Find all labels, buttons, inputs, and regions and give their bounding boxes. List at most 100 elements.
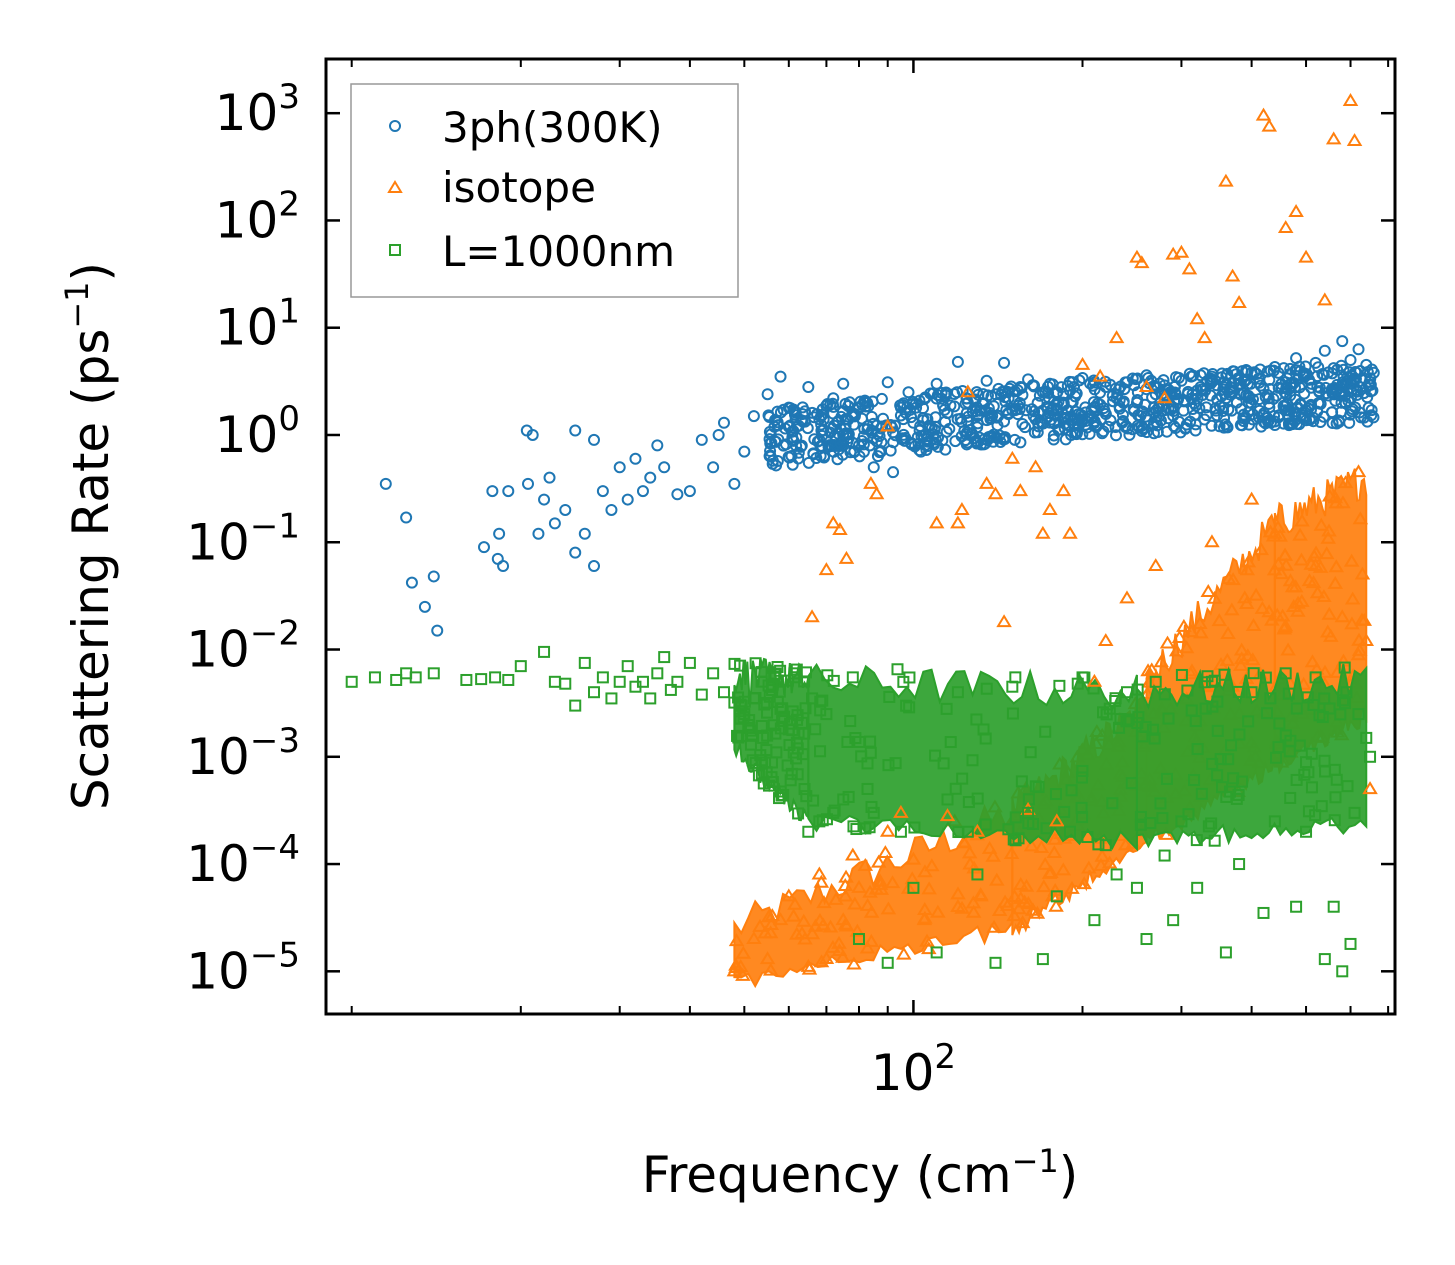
series-1-band-marker bbox=[1344, 591, 1361, 605]
series-1-point bbox=[996, 614, 1012, 628]
series-2-band-marker bbox=[1313, 709, 1326, 722]
series-1-band-marker bbox=[989, 872, 1005, 886]
series-2-band-marker bbox=[1040, 822, 1053, 835]
series-1-band-marker bbox=[804, 926, 821, 940]
series-1-band-marker bbox=[924, 858, 940, 872]
series-1-band-marker bbox=[1200, 584, 1217, 597]
series-0-point bbox=[1344, 354, 1357, 367]
series-0-cloud-marker bbox=[1242, 391, 1255, 404]
series-1-band-marker bbox=[965, 895, 982, 909]
series-0-cloud-marker bbox=[839, 397, 852, 410]
series-2-band-marker bbox=[900, 699, 913, 712]
series-1-point bbox=[1108, 330, 1125, 344]
series-2-band-marker bbox=[1284, 734, 1297, 747]
series-2-band-marker bbox=[1189, 715, 1202, 728]
series-0-cloud-marker bbox=[818, 450, 831, 463]
series-2-band-1 bbox=[807, 662, 1138, 852]
series-0-cloud-marker bbox=[782, 450, 795, 463]
series-1-band-marker bbox=[1076, 876, 1092, 890]
series-2-band-marker bbox=[1302, 805, 1315, 818]
series-0-cloud-marker bbox=[1168, 386, 1181, 399]
series-1-band-marker bbox=[859, 897, 876, 911]
series-2-band-marker bbox=[732, 731, 745, 744]
series-0-cloud-marker bbox=[1342, 395, 1355, 408]
series-2-band-marker bbox=[1100, 708, 1113, 721]
series-1-point bbox=[1189, 311, 1205, 325]
series-0-cloud-marker bbox=[1351, 388, 1364, 401]
series-2-point bbox=[1219, 946, 1232, 959]
y-tick-label: 101 bbox=[215, 292, 300, 357]
series-1-band-marker bbox=[1245, 618, 1262, 631]
series-0-cloud-marker bbox=[939, 389, 952, 402]
series-1-band-marker bbox=[1211, 613, 1228, 627]
series-2-band-marker bbox=[1208, 834, 1221, 847]
series-1-point bbox=[1325, 131, 1342, 145]
series-2-band-marker bbox=[744, 738, 757, 751]
series-0-cloud-marker bbox=[929, 433, 942, 446]
series-1-band-marker bbox=[930, 904, 946, 918]
series-1-band-marker bbox=[884, 875, 901, 889]
data-layer bbox=[345, 93, 1380, 989]
series-0-point bbox=[502, 485, 515, 498]
series-0-point bbox=[930, 377, 943, 390]
series-1-band-marker bbox=[986, 919, 1002, 933]
series-0-point bbox=[827, 392, 840, 405]
series-2-band-marker bbox=[1024, 746, 1037, 759]
series-0-cloud-marker bbox=[769, 414, 782, 427]
series-1-band-marker bbox=[752, 918, 768, 932]
series-1-band-marker bbox=[857, 857, 874, 871]
series-0-cloud-marker bbox=[1014, 436, 1027, 449]
series-0-point bbox=[658, 461, 671, 474]
series-2-band-marker bbox=[1282, 687, 1295, 700]
series-1-point bbox=[1035, 525, 1051, 539]
series-1-point bbox=[832, 522, 848, 536]
series-2-band-marker bbox=[1206, 757, 1219, 770]
series-1-band-marker bbox=[1313, 517, 1330, 531]
series-0-cloud-marker bbox=[826, 397, 839, 410]
series-0-cloud-marker bbox=[1335, 359, 1348, 372]
series-2-band-marker bbox=[1087, 682, 1100, 695]
series-2-point bbox=[514, 660, 527, 673]
series-0-cloud-marker bbox=[1307, 411, 1320, 424]
series-1-band-marker bbox=[1141, 674, 1157, 688]
series-0-cloud-marker bbox=[792, 446, 805, 459]
series-1-point bbox=[1027, 459, 1044, 473]
series-0-point bbox=[596, 485, 609, 498]
series-1-point bbox=[879, 823, 896, 837]
series-0-point bbox=[837, 377, 850, 390]
series-0-point bbox=[1050, 399, 1063, 412]
series-2-point bbox=[1120, 686, 1133, 699]
series-0-point bbox=[941, 407, 954, 420]
x-tick-label: 102 bbox=[871, 1037, 956, 1102]
series-0-point bbox=[588, 560, 601, 573]
series-0-cloud-marker bbox=[1213, 420, 1226, 433]
series-2-band-marker bbox=[1301, 691, 1314, 704]
series-1-band-marker bbox=[1168, 643, 1185, 657]
series-0-cloud-marker bbox=[1031, 426, 1044, 439]
series-1-points bbox=[726, 93, 1378, 977]
series-0-cloud-marker bbox=[1019, 421, 1032, 434]
series-1-band-marker bbox=[1046, 845, 1063, 859]
series-2-band-marker bbox=[1144, 817, 1157, 830]
series-1-band-marker bbox=[1292, 527, 1308, 541]
series-0-cloud-marker bbox=[981, 389, 994, 402]
series-0-point bbox=[717, 416, 730, 429]
series-0-cloud-marker bbox=[1194, 369, 1207, 382]
series-2-point bbox=[1191, 881, 1204, 894]
series-0-point bbox=[790, 420, 803, 433]
series-1-band-marker bbox=[1261, 604, 1277, 618]
series-2-band-marker bbox=[1015, 775, 1028, 788]
series-1-point bbox=[868, 486, 885, 500]
series-0-point bbox=[486, 485, 499, 498]
series-1-point bbox=[1346, 133, 1363, 147]
series-0-point bbox=[902, 386, 915, 399]
series-2-band-marker bbox=[1341, 780, 1354, 793]
series-1-band-marker bbox=[972, 887, 989, 901]
series-0-point bbox=[1029, 413, 1042, 426]
series-1-point bbox=[1062, 525, 1078, 539]
series-2-point bbox=[489, 671, 502, 684]
series-1-point bbox=[1134, 255, 1150, 269]
series-0-cloud-marker bbox=[1361, 415, 1374, 428]
legend-marker-isotope bbox=[387, 180, 403, 193]
series-0-point bbox=[1290, 352, 1303, 365]
